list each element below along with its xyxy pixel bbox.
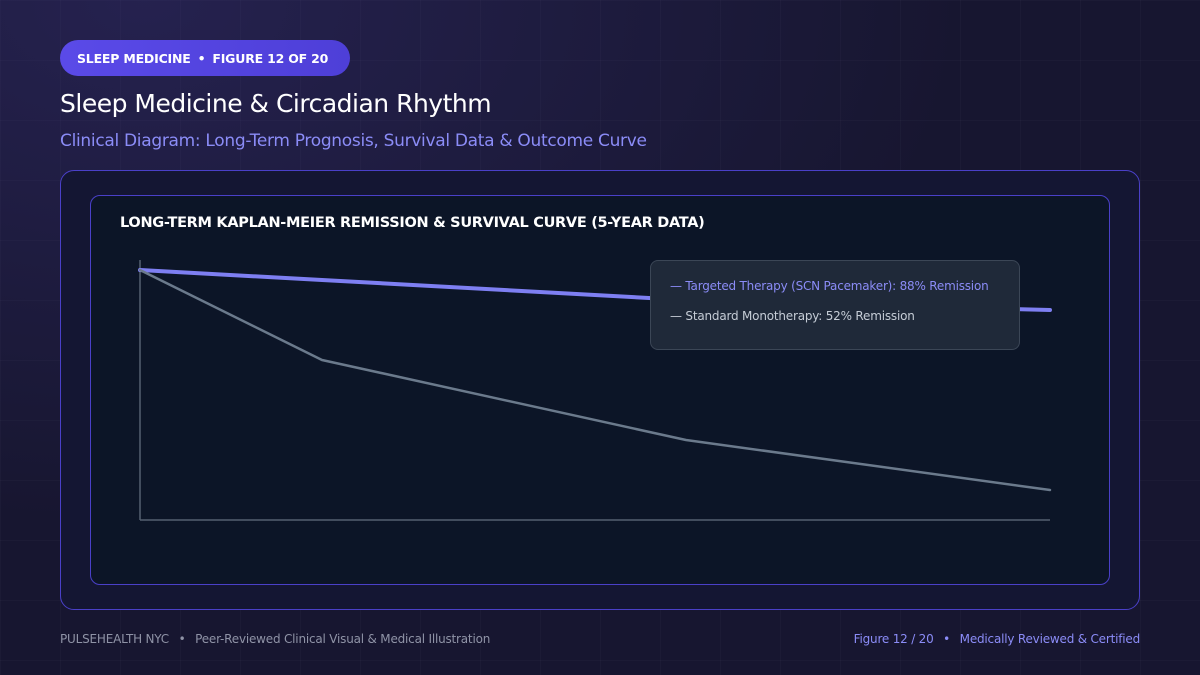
legend-item-standard-monotherapy: — Standard Monotherapy: 52% Remission (670, 309, 1019, 323)
figure-badge: SLEEP MEDICINE • FIGURE 12 OF 20 (60, 40, 350, 76)
footer-separator: • (178, 632, 186, 646)
footer-tagline: Peer-Reviewed Clinical Visual & Medical … (195, 632, 491, 646)
footer-brand: PULSEHEALTH NYC (60, 632, 169, 646)
legend-label-standard-monotherapy: — Standard Monotherapy: 52% Remission (670, 309, 915, 323)
badge-figure-label: FIGURE 12 OF 20 (212, 50, 329, 66)
footer-figure-ref: Figure 12 / 20 (853, 632, 934, 646)
footer-left: PULSEHEALTH NYC • Peer-Reviewed Clinical… (60, 632, 490, 646)
series-line-standard-monotherapy (138, 268, 1052, 492)
chart-title: LONG-TERM KAPLAN-MEIER REMISSION & SURVI… (120, 215, 705, 231)
footer-certification: Medically Reviewed & Certified (959, 632, 1141, 646)
footer-right: Figure 12 / 20 • Medically Reviewed & Ce… (853, 632, 1141, 646)
legend-label-targeted-therapy: — Targeted Therapy (SCN Pacemaker): 88% … (670, 279, 989, 293)
badge-section-label: SLEEP MEDICINE (77, 50, 191, 66)
page-title: Sleep Medicine & Circadian Rhythm (60, 89, 492, 118)
chart-axes (139, 260, 1050, 521)
footer-separator: • (943, 632, 951, 646)
legend-item-targeted-therapy: — Targeted Therapy (SCN Pacemaker): 88% … (670, 279, 1019, 293)
chart-legend: — Targeted Therapy (SCN Pacemaker): 88% … (650, 260, 1020, 350)
page-subtitle: Clinical Diagram: Long-Term Prognosis, S… (60, 131, 647, 151)
badge-separator: • (197, 50, 206, 66)
